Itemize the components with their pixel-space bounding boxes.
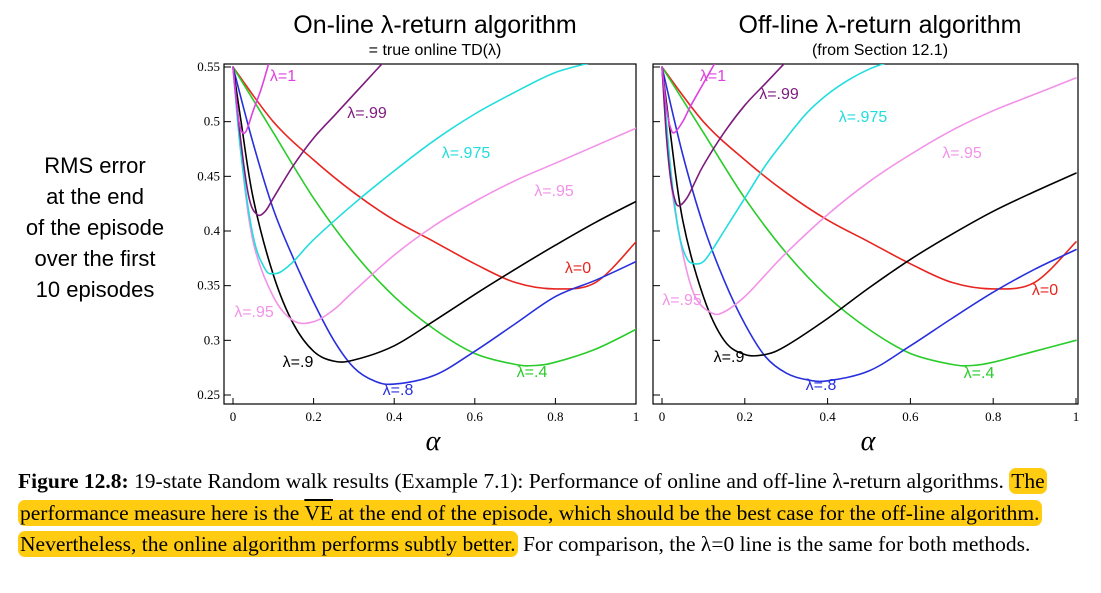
x-tick-label: 0.8 [985, 409, 1001, 424]
figure-charts: RMS error at the end of the episode over… [26, 11, 1080, 457]
series-line-0 [232, 66, 636, 290]
caption-ve-symbol: VE [304, 500, 334, 525]
series-line-2 [232, 66, 636, 386]
x-tick-label: 0.4 [819, 409, 836, 424]
series-label: λ=.95 [662, 292, 702, 309]
x-tick-label: 0.6 [467, 409, 484, 424]
series-line-7 [232, 64, 270, 134]
offline-chart-title: Off-line λ-return algorithm [739, 11, 1022, 39]
series-line-0 [661, 66, 1077, 290]
offline-chart-subtitle: (from Section 12.1) [812, 42, 948, 59]
online-chart-title: On-line λ-return algorithm [293, 11, 576, 39]
caption-highlight-part-1: The performance measure here is the [20, 469, 1045, 525]
offline-x-axis-label: α [861, 426, 877, 457]
x-tick-label: 0.4 [386, 409, 403, 424]
series-line-4 [232, 66, 636, 325]
online-x-axis-label: α [426, 426, 442, 457]
offline-plot-frame [652, 63, 1079, 405]
y-tick-label: 0.4 [204, 223, 221, 238]
x-tick-label: 0.6 [902, 409, 919, 424]
y-axis-label-line-4: over the first [34, 246, 155, 271]
series-label: λ=.4 [964, 365, 995, 382]
online-lambda-return-panel: On-line λ-return algorithm = true online… [197, 11, 639, 457]
y-axis-label-line-5: 10 episodes [36, 277, 155, 302]
x-tick-label: 0.8 [547, 409, 563, 424]
y-tick-label: 0.35 [197, 278, 220, 293]
series-curves [661, 64, 1077, 383]
y-axis-label-line-1: RMS error [44, 153, 145, 178]
caption-label: Figure 12.8: [18, 469, 129, 493]
series-line-5 [232, 64, 589, 275]
series-line-6 [232, 64, 383, 217]
series-label: λ=0 [565, 260, 591, 277]
x-tick-label: 0.2 [737, 409, 753, 424]
series-line-1 [232, 66, 636, 367]
y-tick-label: 0.3 [204, 332, 220, 347]
y-tick-label: 0.5 [204, 114, 220, 129]
series-label: λ=.99 [347, 105, 387, 122]
series-line-1 [661, 66, 1077, 367]
series-line-3 [661, 66, 1077, 357]
y-tick-label: 0.55 [197, 59, 220, 74]
series-label: λ=.8 [383, 382, 414, 399]
series-label: λ=.975 [442, 145, 491, 162]
series-line-4 [661, 66, 1077, 316]
series-label: λ=.4 [517, 364, 548, 381]
series-label: λ=.9 [283, 354, 314, 371]
caption-text-intro: 19-state Random walk results (Example 7.… [128, 469, 1010, 493]
x-tick-label: 1 [633, 409, 640, 424]
series-label: λ=1 [270, 68, 296, 85]
series-label: λ=.9 [714, 349, 745, 366]
series-label: λ=.99 [759, 86, 799, 103]
caption-text-outro: For comparison, the λ=0 line is the same… [517, 532, 1031, 556]
series-label: λ=.95 [234, 304, 274, 321]
series-curves [232, 64, 636, 386]
y-tick-label: 0.45 [197, 168, 220, 183]
y-axis-label-line-3: of the episode [26, 215, 164, 240]
series-line-2 [661, 66, 1077, 383]
online-plot-frame [223, 63, 637, 405]
series-line-5 [661, 64, 886, 265]
online-chart-subtitle: = true online TD(λ) [369, 42, 502, 59]
series-line-7 [661, 64, 716, 134]
series-label: λ=0 [1032, 282, 1058, 299]
series-line-6 [661, 64, 785, 207]
y-tick-label: 0.25 [197, 387, 220, 402]
series-label: λ=.95 [942, 145, 982, 162]
x-tick-label: 0 [659, 409, 666, 424]
series-line-3 [232, 66, 636, 363]
y-axis-label-line-2: at the end [46, 184, 144, 209]
series-label: λ=.8 [806, 377, 837, 394]
x-tick-label: 1 [1073, 409, 1080, 424]
figure-caption: Figure 12.8: 19-state Random walk result… [18, 466, 1082, 561]
offline-lambda-return-panel: Off-line λ-return algorithm (from Sectio… [652, 11, 1080, 457]
x-tick-label: 0.2 [305, 409, 321, 424]
series-label: λ=1 [700, 68, 726, 85]
series-label: λ=.95 [534, 183, 574, 200]
series-label: λ=.975 [839, 109, 888, 126]
x-tick-label: 0 [230, 409, 237, 424]
caption-highlight-part-2: at the end of the episode, which should … [20, 500, 1040, 557]
